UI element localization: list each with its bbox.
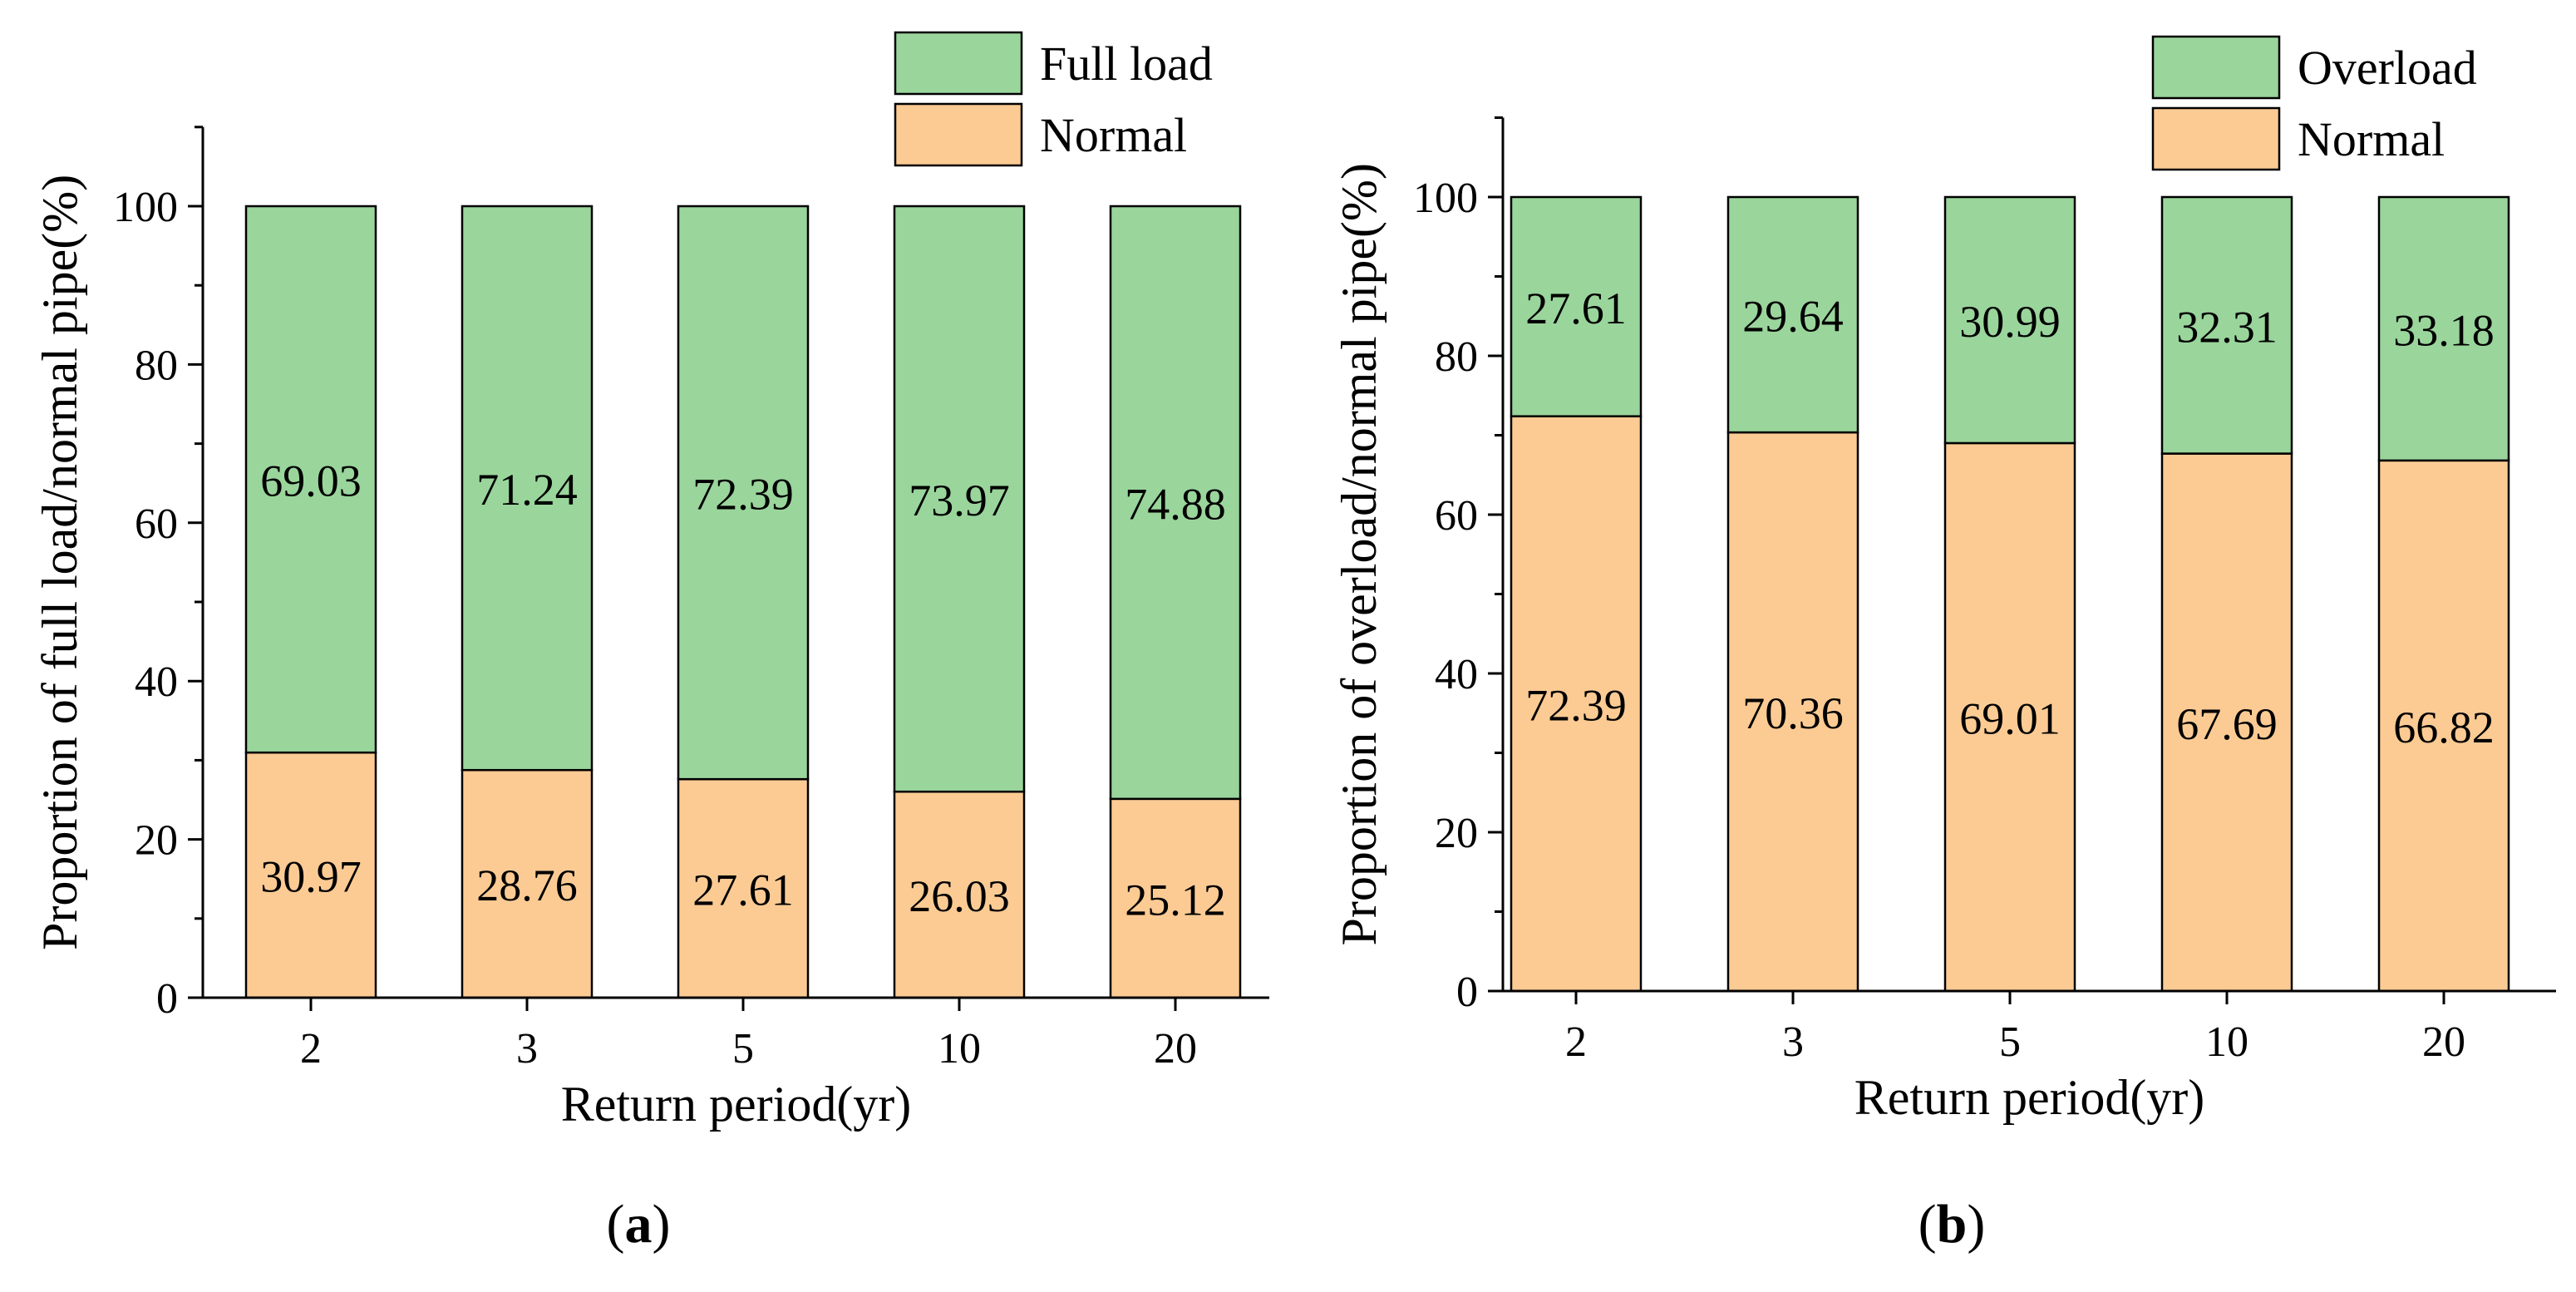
x-tick-label: 3: [516, 1025, 538, 1073]
bar-normal-10: [2160, 452, 2293, 993]
data-label: 30.97: [260, 852, 362, 902]
x-tick-label: 20: [1154, 1025, 1197, 1073]
x-tick-label: 5: [1999, 1018, 2021, 1066]
data-label: 67.69: [2176, 699, 2278, 749]
bar-normal-3: [1726, 431, 1859, 993]
legend-swatch-overload: [2151, 35, 2281, 100]
legend-swatch-full-load: [894, 31, 1023, 96]
chart-panel-b: 72.39 27.61 2 70.36 29.64 3 69.01 30.99 5 67.69 32…: [1332, 35, 2556, 1125]
legend-label-normal: Normal: [1040, 108, 1187, 162]
bar-normal-2: [244, 751, 377, 999]
bar-normal-2: [1510, 415, 1643, 993]
data-label: 30.99: [1959, 297, 2061, 347]
x-tick-label: 3: [1782, 1018, 1804, 1066]
x-axis-title: Return period(yr): [561, 1077, 912, 1132]
legend-label-overload: Overload: [2298, 41, 2477, 95]
data-label: 66.82: [2393, 703, 2495, 752]
bar-full-load-10: [893, 205, 1026, 793]
data-label: 28.76: [476, 861, 578, 910]
y-tick-label: 20: [135, 817, 178, 865]
data-label: 70.36: [1742, 688, 1844, 738]
legend-swatch-normal: [894, 102, 1023, 167]
data-label: 71.24: [476, 465, 578, 515]
data-label: 72.39: [1525, 680, 1627, 730]
y-tick-label: 20: [1435, 810, 1478, 857]
bar-normal-10: [893, 790, 1026, 999]
data-label: 26.03: [909, 871, 1010, 921]
x-tick-label: 5: [732, 1025, 754, 1073]
x-tick-label: 2: [1565, 1018, 1587, 1066]
data-label: 73.97: [909, 476, 1010, 525]
y-axis-title: Proportion of full load/normal pipe(%): [32, 175, 87, 950]
y-tick-label: 60: [135, 501, 178, 548]
panel-b-caption: (b): [1918, 1194, 1986, 1255]
x-axis-title: Return period(yr): [1854, 1070, 2205, 1125]
bar-full-load-5: [677, 205, 810, 781]
x-tick-label: 2: [300, 1025, 322, 1073]
bar-normal-20: [2377, 459, 2510, 993]
bar-normal-5: [677, 777, 810, 999]
y-tick-label: 40: [1435, 651, 1478, 698]
y-tick-label: 40: [135, 658, 178, 706]
bar-overload-20: [2377, 195, 2510, 462]
bar-overload-5: [1943, 195, 2076, 445]
data-label: 69.03: [260, 456, 362, 506]
y-tick-label: 80: [135, 342, 178, 389]
panel-a-caption: (a): [606, 1194, 671, 1255]
data-label: 32.31: [2176, 302, 2278, 352]
y-tick-label: 100: [1413, 175, 1478, 222]
bar-full-load-2: [244, 205, 377, 754]
data-label: 33.18: [2393, 305, 2495, 355]
y-tick-label: 100: [113, 184, 178, 231]
legend-label-normal: Normal: [2298, 112, 2445, 166]
y-axis-title: Proportion of overload/normal pipe(%): [1332, 163, 1387, 945]
y-tick-label: 60: [1435, 492, 1478, 540]
legend-swatch-normal: [2151, 106, 2281, 171]
data-label: 74.88: [1125, 479, 1226, 529]
bar-full-load-3: [461, 205, 594, 772]
bar-normal-20: [1109, 797, 1242, 999]
chart-panel-a: 30.97 69.03 2 28.76 71.24 3 27.61 72.39 5 26.03 73…: [32, 31, 1269, 1132]
data-label: 25.12: [1125, 875, 1226, 925]
x-tick-label: 20: [2422, 1018, 2465, 1066]
x-tick-label: 10: [2205, 1018, 2248, 1066]
legend-label-full-load: Full load: [1040, 37, 1213, 91]
legend: Full load Normal: [894, 31, 1213, 167]
bar-overload-2: [1510, 195, 1643, 417]
data-label: 27.61: [1525, 284, 1627, 333]
data-label: 27.61: [692, 865, 794, 915]
bar-overload-10: [2160, 195, 2293, 455]
x-tick-label: 10: [938, 1025, 981, 1073]
data-label: 29.64: [1742, 292, 1844, 342]
data-label: 72.39: [692, 470, 794, 520]
y-tick-label: 0: [156, 975, 178, 1023]
bar-overload-3: [1726, 195, 1859, 434]
bar-normal-5: [1943, 441, 2076, 993]
data-label: 69.01: [1959, 693, 2061, 743]
legend: Overload Normal: [2151, 35, 2477, 171]
y-tick-label: 0: [1456, 969, 1478, 1016]
bar-full-load-20: [1109, 205, 1242, 801]
y-tick-label: 80: [1435, 333, 1478, 381]
